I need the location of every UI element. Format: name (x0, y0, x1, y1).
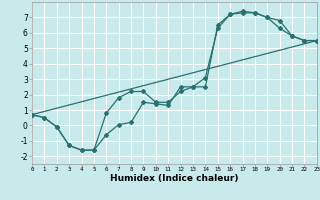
X-axis label: Humidex (Indice chaleur): Humidex (Indice chaleur) (110, 174, 239, 183)
